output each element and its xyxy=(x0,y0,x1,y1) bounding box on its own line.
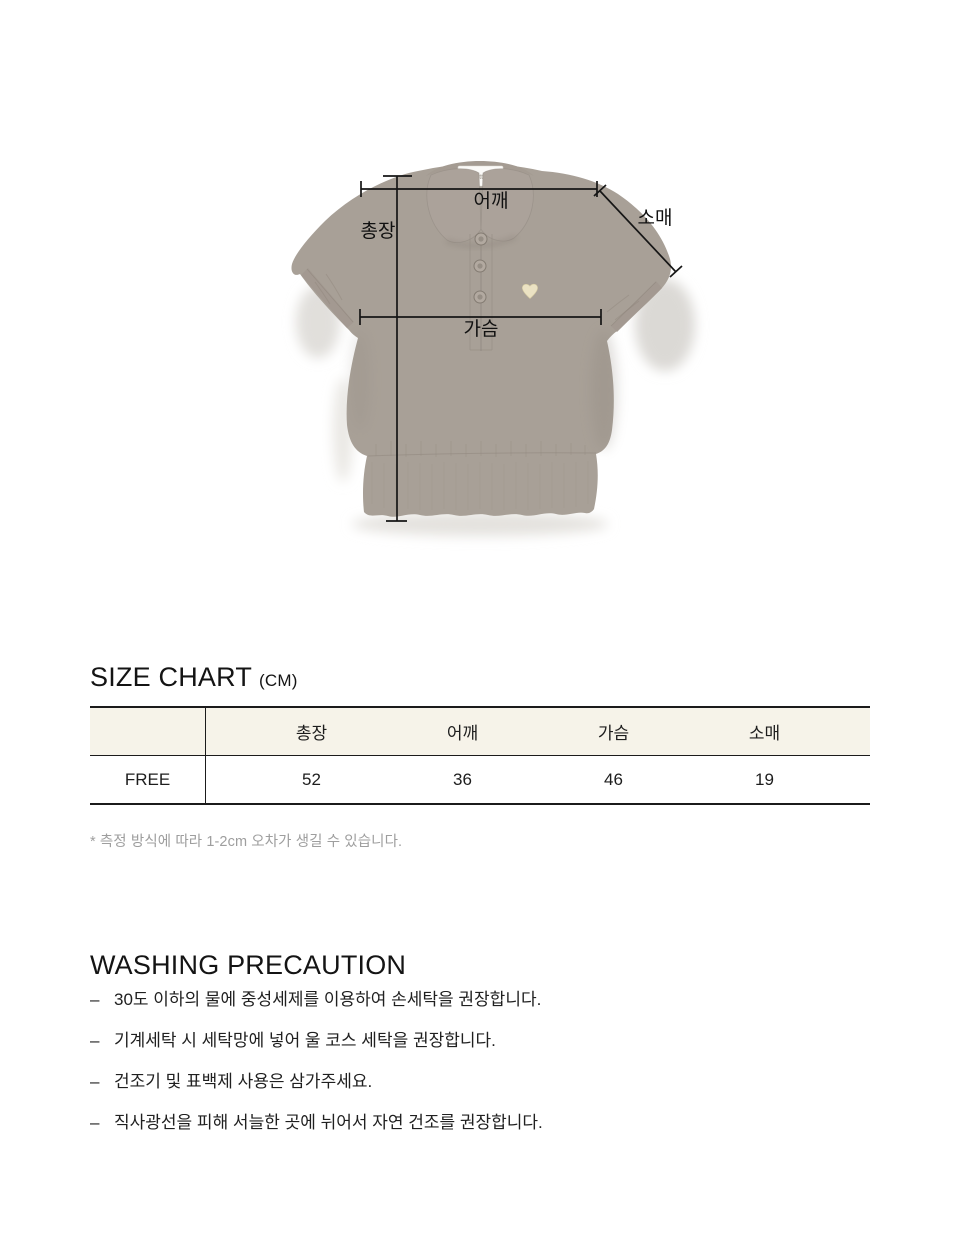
hem-seam xyxy=(367,452,597,457)
sleeve-gathers-left xyxy=(314,273,343,305)
size-value-shoulder: 36 xyxy=(453,769,472,789)
size-chart-unit: (CM) xyxy=(259,671,298,691)
measure-sleeve-line xyxy=(593,184,683,278)
measurement-lines xyxy=(359,175,683,522)
measure-label-chest: 가슴 xyxy=(463,319,499,340)
collar-flap-right xyxy=(480,168,534,242)
washing-item: – 건조기 및 표백제 사용은 삼가주세요. xyxy=(90,1071,543,1093)
size-value-sleeve: 19 xyxy=(755,769,774,789)
washing-item-dash: – xyxy=(90,1072,100,1091)
size-value-chest: 46 xyxy=(604,769,623,789)
size-chart-col-sleeve: 소매 xyxy=(748,724,781,743)
sleeve-gathers-right xyxy=(606,294,640,321)
button-1 xyxy=(474,232,488,246)
measure-label-sleeve: 소매 xyxy=(637,208,673,229)
washing-item-dash: – xyxy=(90,1031,100,1050)
measure-length-line xyxy=(383,175,412,522)
collar-flap-left xyxy=(426,168,482,243)
hem-ribs xyxy=(371,461,589,510)
size-chart-title: SIZE CHART (CM) xyxy=(90,664,298,691)
washing-item: – 직사광선을 피해 서늘한 곳에 뉘어서 자연 건조를 권장합니다. xyxy=(90,1112,543,1134)
size-chart-header-cells: 총장 어깨 가슴 소매 xyxy=(206,708,870,755)
size-chart-col-chest: 가슴 xyxy=(597,724,630,743)
size-chart-header-row: 총장 어깨 가슴 소매 xyxy=(90,708,870,756)
cuff-right xyxy=(611,281,662,332)
washing-item-text: 기계세탁 시 세탁망에 넣어 울 코스 세탁을 권장합니다. xyxy=(114,1031,496,1050)
button-3 xyxy=(473,290,487,304)
measure-chest-line xyxy=(359,309,602,325)
size-chart-col-shoulder: 어깨 xyxy=(446,724,479,743)
washing-item-dash: – xyxy=(90,990,100,1009)
size-chart-col-length: 총장 xyxy=(295,724,328,743)
washing-item-text: 건조기 및 표백제 사용은 삼가주세요. xyxy=(114,1072,373,1091)
size-value-length: 52 xyxy=(302,769,321,789)
measure-label-length: 총장 xyxy=(360,221,396,242)
washing-item-text: 30도 이하의 물에 중성세제를 이용하여 손세탁을 권장합니다. xyxy=(114,990,542,1009)
size-chart-value-cells: 52 36 46 19 xyxy=(206,756,870,803)
heart-embroidery-icon xyxy=(522,283,538,299)
button-2 xyxy=(473,259,487,273)
cuff-left xyxy=(301,268,354,328)
cuff-right-edge xyxy=(610,281,657,327)
drop-shadows xyxy=(296,279,695,536)
size-chart-table: 총장 어깨 가슴 소매 FREE 52 36 46 19 xyxy=(90,706,870,805)
measure-label-shoulder: 어깨 xyxy=(473,191,509,212)
size-chart-data-row: FREE 52 36 46 19 xyxy=(90,756,870,803)
size-chart-title-text: SIZE CHART xyxy=(90,662,253,693)
washing-item-text: 직사광선을 피해 서늘한 곳에 뉘어서 자연 건조를 권장합니다. xyxy=(114,1113,543,1132)
washing-item: – 기계세탁 시 세탁망에 넣어 울 코스 세탁을 권장합니다. xyxy=(90,1030,543,1052)
washing-item: – 30도 이하의 물에 중성세제를 이용하여 손세탁을 권장합니다. xyxy=(90,989,543,1011)
washing-item-dash: – xyxy=(90,1113,100,1132)
measurement-tolerance-note: * 측정 방식에 따라 1-2cm 오차가 생길 수 있습니다. xyxy=(90,833,403,850)
washing-precaution-list: – 30도 이하의 물에 중성세제를 이용하여 손세탁을 권장합니다. – 기계… xyxy=(90,989,543,1153)
washing-precaution-title: WASHING PRECAUTION xyxy=(90,950,407,981)
neck-label-text: Knitted xyxy=(469,174,491,181)
body-shading xyxy=(350,330,617,450)
size-label-cell: FREE xyxy=(90,756,206,803)
hem-gathers xyxy=(375,441,586,457)
shirt-illustration: Knitted xyxy=(291,161,695,536)
cuff-left-edge xyxy=(306,268,354,323)
size-chart-corner-cell xyxy=(90,708,206,755)
size-diagram-section: Knitted xyxy=(0,0,960,600)
